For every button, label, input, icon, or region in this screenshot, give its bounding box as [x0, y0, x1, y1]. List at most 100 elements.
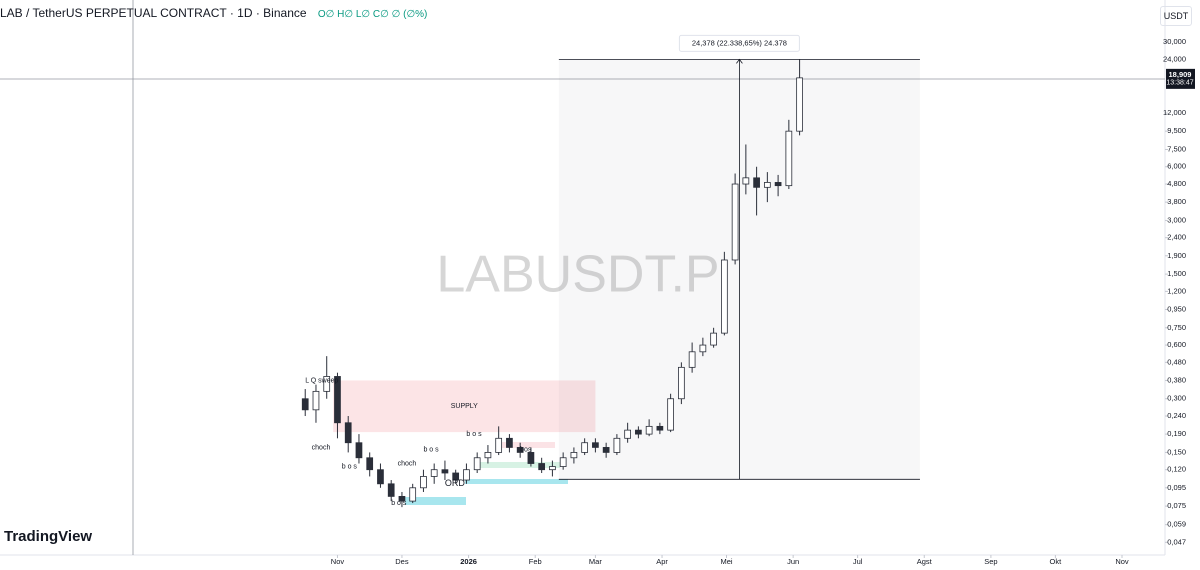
y-tick-label: 0,047 [1167, 537, 1186, 546]
annotation: b o s [342, 463, 358, 470]
candle-body [667, 398, 674, 431]
zone-label: SUPPLY [451, 403, 478, 410]
y-tick-label: 0,480 [1167, 357, 1186, 366]
y-tick-label: 0,075 [1167, 501, 1186, 510]
supply-zone [333, 380, 596, 433]
candle-body [441, 469, 449, 474]
price-label: 18,909 [1169, 70, 1192, 79]
y-tick-label: 0,059 [1167, 520, 1186, 529]
y-tick-label: 12,000 [1163, 108, 1186, 117]
candle-body [635, 429, 642, 435]
candle-body [420, 476, 427, 489]
candle-body [710, 332, 717, 346]
zone-cyan [405, 497, 466, 505]
candle-body [549, 466, 556, 471]
y-tick-label: 24,000 [1163, 54, 1186, 63]
symbol-title[interactable]: LAB / TetherUS PERPETUAL CONTRACT · 1D ·… [0, 6, 307, 20]
zone-green [480, 462, 560, 468]
candle-body [473, 457, 481, 471]
candle-body [409, 487, 417, 502]
candle-body [602, 447, 610, 453]
y-tick-label: 30,000 [1163, 37, 1186, 46]
annotation: bos [520, 447, 532, 454]
y-tick-label: 1,500 [1167, 269, 1186, 278]
y-tick-label: 0,950 [1167, 304, 1186, 313]
x-tick-label: Okt [1050, 557, 1063, 566]
currency-button[interactable]: USDT [1160, 6, 1192, 26]
y-tick-label: 2,400 [1167, 233, 1186, 242]
candle-body [656, 425, 664, 431]
candle-body [527, 452, 535, 464]
candle-body [753, 177, 760, 188]
candle-body [398, 496, 406, 502]
candle-body [538, 463, 546, 471]
annotation: L Q sweep [305, 377, 338, 384]
candle-body [678, 366, 685, 400]
x-tick-label: Des [395, 557, 409, 566]
zone-cyan [465, 479, 568, 484]
annotation: choch [398, 460, 417, 467]
annotation: b o s [391, 500, 407, 507]
candle-body [344, 422, 352, 444]
countdown: 13:38:47 [1166, 80, 1193, 87]
ohlc-readout: O∅ H∅ L∅ C∅ ∅ (∅%) [317, 9, 428, 20]
annotation: b o s [466, 431, 482, 438]
y-tick-label: 0,750 [1167, 323, 1186, 332]
candle-body [624, 429, 631, 439]
candle-body [570, 452, 578, 459]
annotation: ORD [445, 478, 466, 488]
arrow-head [736, 58, 743, 64]
y-tick-label: 0,095 [1167, 483, 1186, 492]
candle-body [559, 457, 567, 467]
candle-body [592, 442, 599, 448]
candle-body [699, 344, 707, 353]
x-tick-label: Mar [589, 557, 602, 566]
candle-body [484, 452, 492, 459]
y-tick-label: 4,800 [1167, 179, 1186, 188]
y-tick-label: 9,500 [1167, 126, 1186, 135]
annotation: b o s [423, 447, 439, 454]
candle-body [796, 77, 803, 132]
candle-body [452, 472, 460, 481]
candle-body [613, 437, 621, 453]
candle-body [334, 376, 341, 424]
y-tick-label: 1,200 [1167, 286, 1186, 295]
price-label-box [1166, 68, 1195, 89]
x-tick-label: Jun [787, 557, 799, 566]
y-tick-label: 3,000 [1167, 215, 1186, 224]
y-tick-label: 0,120 [1167, 465, 1186, 474]
y-tick-label: 0,150 [1167, 447, 1186, 456]
x-tick-label: 2026 [460, 557, 477, 566]
y-tick-label: 0,190 [1167, 429, 1186, 438]
candle-body [301, 398, 309, 411]
y-tick-label: 0,240 [1167, 411, 1186, 420]
y-tick-label: 1,900 [1167, 251, 1186, 260]
candle-body [785, 130, 793, 187]
candle-body [774, 182, 782, 187]
x-tick-label: Nov [1115, 557, 1129, 566]
watermark: LABUSDT.P [436, 246, 719, 304]
y-tick-label: 6,000 [1167, 162, 1186, 171]
y-tick-label: 0,300 [1167, 394, 1186, 403]
x-tick-label: Jul [853, 557, 863, 566]
candle-body [688, 351, 696, 368]
candle-body [763, 182, 771, 188]
candle-body [506, 437, 513, 448]
zone-pink [500, 442, 555, 448]
candle-body [742, 177, 750, 185]
x-tick-label: Mei [720, 557, 732, 566]
logo[interactable]: TradingView [4, 528, 93, 545]
x-tick-label: Nov [331, 557, 345, 566]
y-tick-label: 7,500 [1167, 144, 1186, 153]
candle-body [645, 425, 653, 435]
candle-body [355, 442, 363, 459]
candle-body [731, 183, 739, 261]
y-tick-label: 0,600 [1167, 340, 1186, 349]
measure-label: 24,378 (22.338,65%) 24.378 [692, 38, 787, 47]
measure-label-box [678, 34, 800, 52]
y-tick-label: 3,800 [1167, 197, 1186, 206]
header: LAB / TetherUS PERPETUAL CONTRACT · 1D ·… [0, 6, 427, 20]
annotation: choch [312, 444, 331, 451]
candle-body [323, 376, 331, 392]
